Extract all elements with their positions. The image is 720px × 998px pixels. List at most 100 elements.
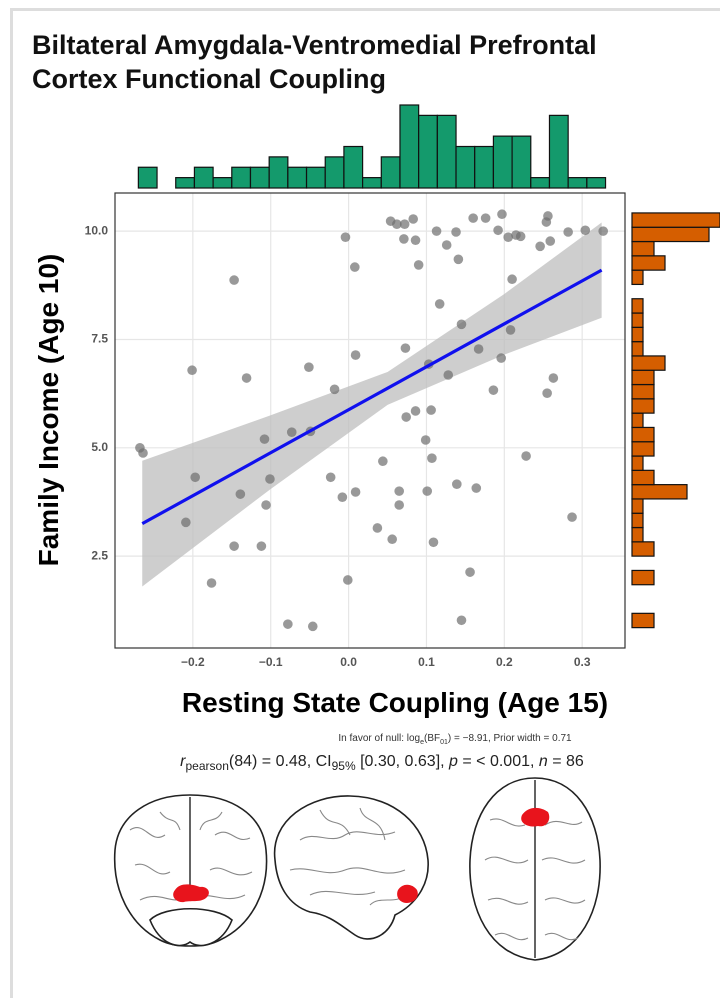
- histogram-bar: [137, 166, 158, 189]
- histogram-bar: [631, 526, 644, 543]
- histogram-bar: [175, 177, 196, 189]
- brain-coronal: [113, 794, 268, 947]
- text-part: (BF: [424, 733, 440, 744]
- data-point: [387, 534, 397, 545]
- data-point: [394, 486, 404, 496]
- data-point: [410, 235, 421, 246]
- data-point: [456, 615, 467, 626]
- data-point: [505, 325, 516, 335]
- histogram-bar: [631, 212, 720, 228]
- text-part: [0.30, 0.63],: [356, 753, 449, 770]
- data-point: [422, 486, 433, 496]
- histogram-bar: [193, 166, 214, 189]
- data-point: [496, 353, 506, 363]
- histogram-bar: [631, 269, 644, 286]
- x-tick-label: 0.0: [340, 655, 357, 669]
- chart-title: Cortex Functional Coupling: [32, 64, 386, 94]
- data-point: [426, 405, 436, 415]
- x-tick-label: −0.2: [181, 655, 205, 669]
- histogram-bar: [530, 177, 551, 189]
- histogram-bar: [631, 512, 644, 529]
- histogram-bar: [343, 145, 364, 189]
- y-tick-label: 10.0: [85, 223, 109, 237]
- data-point: [453, 254, 464, 265]
- text-part: r: [180, 753, 186, 770]
- histogram-bar: [548, 114, 569, 189]
- data-point: [325, 472, 336, 483]
- histogram-bar: [631, 569, 655, 586]
- histogram-bar: [631, 369, 655, 386]
- data-point: [340, 232, 351, 242]
- data-point: [434, 299, 445, 309]
- histogram-bar: [631, 441, 655, 457]
- x-tick-label: −0.1: [259, 655, 283, 669]
- text-part: ) = −8.91, Prior width = 0.71: [448, 733, 572, 744]
- data-point: [420, 435, 431, 445]
- data-point: [229, 541, 239, 551]
- x-tick-label: 0.3: [574, 655, 591, 669]
- data-point: [410, 406, 421, 416]
- data-point: [229, 275, 239, 285]
- text-part: 95%: [332, 759, 356, 773]
- data-point: [493, 225, 503, 236]
- regression-line: [141, 268, 603, 526]
- data-point: [452, 479, 462, 490]
- data-point: [304, 362, 314, 373]
- histogram-bar: [631, 412, 644, 429]
- histogram-bar: [631, 355, 666, 371]
- histogram-bar: [631, 341, 644, 357]
- histogram-bar: [631, 498, 644, 514]
- data-point: [372, 523, 383, 533]
- data-point: [443, 370, 454, 380]
- data-point: [473, 344, 484, 354]
- data-point: [265, 474, 275, 484]
- histogram-bar: [631, 455, 644, 471]
- data-point: [307, 621, 318, 632]
- histogram-bar: [399, 104, 420, 189]
- data-point: [350, 262, 360, 272]
- histogram-bar: [631, 298, 644, 314]
- x-axis-title: Resting State Coupling (Age 15): [182, 687, 608, 718]
- data-point: [399, 219, 410, 229]
- data-point: [350, 350, 361, 360]
- histogram-bar: [631, 326, 644, 343]
- histogram-bar: [362, 177, 382, 189]
- histogram-bar: [586, 177, 607, 189]
- confidence-band: [142, 222, 602, 587]
- data-point: [451, 227, 461, 237]
- data-point: [427, 453, 437, 464]
- data-point: [535, 241, 545, 252]
- histogram-bar: [631, 226, 710, 243]
- data-point: [399, 234, 409, 244]
- data-point: [259, 434, 270, 444]
- stats-text: rpearson(84) = 0.48, CI95% [0.30, 0.63],…: [180, 753, 584, 773]
- data-point: [329, 384, 340, 395]
- histogram-bar: [631, 240, 655, 257]
- data-point: [563, 227, 573, 237]
- data-point: [187, 365, 197, 376]
- histogram-bar: [455, 145, 476, 189]
- data-point: [413, 260, 424, 270]
- data-point: [545, 236, 556, 246]
- data-point: [408, 214, 419, 224]
- histogram-bar: [631, 255, 666, 271]
- histogram-bar: [631, 484, 688, 500]
- data-point: [598, 226, 608, 236]
- text-part: n: [539, 753, 548, 770]
- histogram-bar: [212, 177, 233, 189]
- histogram-bar: [631, 426, 655, 443]
- histogram-bar: [380, 156, 401, 189]
- histogram-bar: [324, 156, 345, 189]
- data-point: [428, 537, 439, 548]
- data-point: [543, 211, 553, 221]
- histogram-bar: [249, 166, 270, 189]
- histogram-bar: [287, 166, 308, 189]
- text-part: = 86: [548, 753, 584, 770]
- data-point: [138, 448, 148, 458]
- data-point: [507, 274, 517, 285]
- histogram-bar: [631, 312, 644, 328]
- data-point: [343, 575, 353, 585]
- chart-title: Biltateral Amygdala-Ventromedial Prefron…: [32, 30, 597, 60]
